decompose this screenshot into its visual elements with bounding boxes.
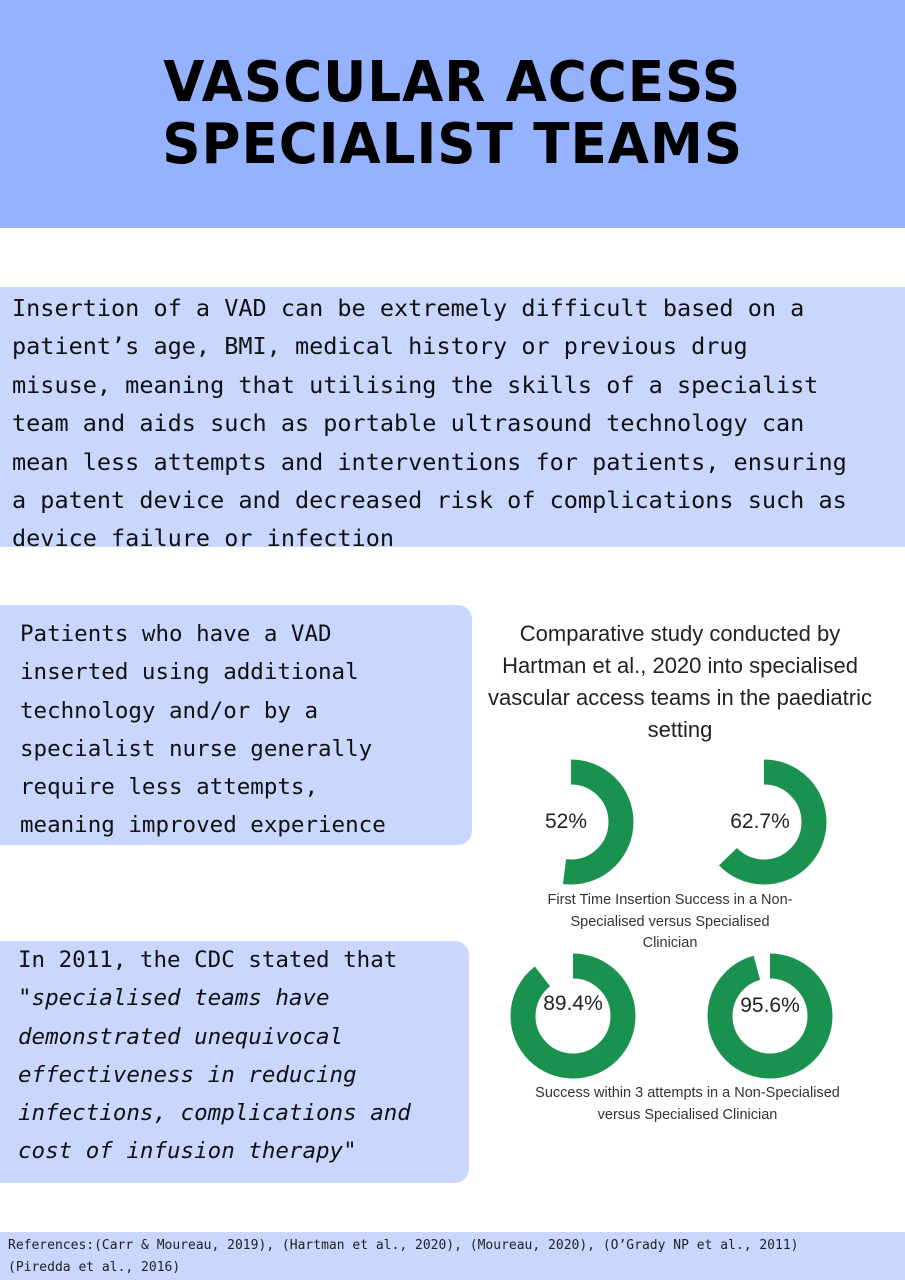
- references-footer: References:(Carr & Moureau, 2019), (Hart…: [0, 1232, 905, 1280]
- quote-line-5: infections, complications and: [18, 1100, 411, 1127]
- donut-label-95-6: 95.6%: [740, 994, 800, 1017]
- donut-label-62-7: 62.7%: [730, 810, 790, 833]
- header-banner: VASCULAR ACCESS SPECIALIST TEAMS: [0, 0, 905, 228]
- donut-arc: [510, 953, 636, 1079]
- donut-label-52: 52%: [544, 810, 588, 833]
- quote-line-4: effectiveness in reducing: [18, 1061, 357, 1088]
- cdc-quote-box: In 2011, the CDC stated that "specialise…: [0, 941, 469, 1183]
- donut-chart-three-attempts-specialised: [707, 953, 833, 1079]
- study-heading: Comparative study conducted by Hartman e…: [488, 621, 872, 742]
- chart-caption-three-attempts: Success within 3 attempts in a Non-Speci…: [535, 1085, 840, 1123]
- attempts-info-box: Patients who have a VAD inserted using a…: [0, 605, 472, 845]
- page-title-line-1: VASCULAR ACCESS: [163, 50, 742, 115]
- donut-arc: [701, 759, 827, 885]
- quote-line-3: demonstrated unequivocal: [18, 1023, 344, 1050]
- quote-line-2: "specialised teams have: [18, 985, 330, 1012]
- donut-label-89-4: 89.4%: [543, 992, 603, 1015]
- quote-line-6: cost of infusion therapy": [18, 1138, 357, 1165]
- donut-chart-first-time-specialised: [701, 759, 827, 885]
- donut-chart-three-attempts-non-specialised: [510, 953, 636, 1079]
- chart-caption-first-time: First Time Insertion Success in a Non- S…: [547, 892, 793, 951]
- donut-chart-first-time-non-specialised: [508, 759, 634, 885]
- donut-arc: [508, 759, 634, 885]
- intro-paragraph: Insertion of a VAD can be extremely diff…: [0, 287, 905, 552]
- page-title-line-2: SPECIALIST TEAMS: [162, 112, 743, 177]
- donut-arc: [707, 953, 833, 1079]
- quote-line-1: In 2011, the CDC stated that: [18, 947, 398, 973]
